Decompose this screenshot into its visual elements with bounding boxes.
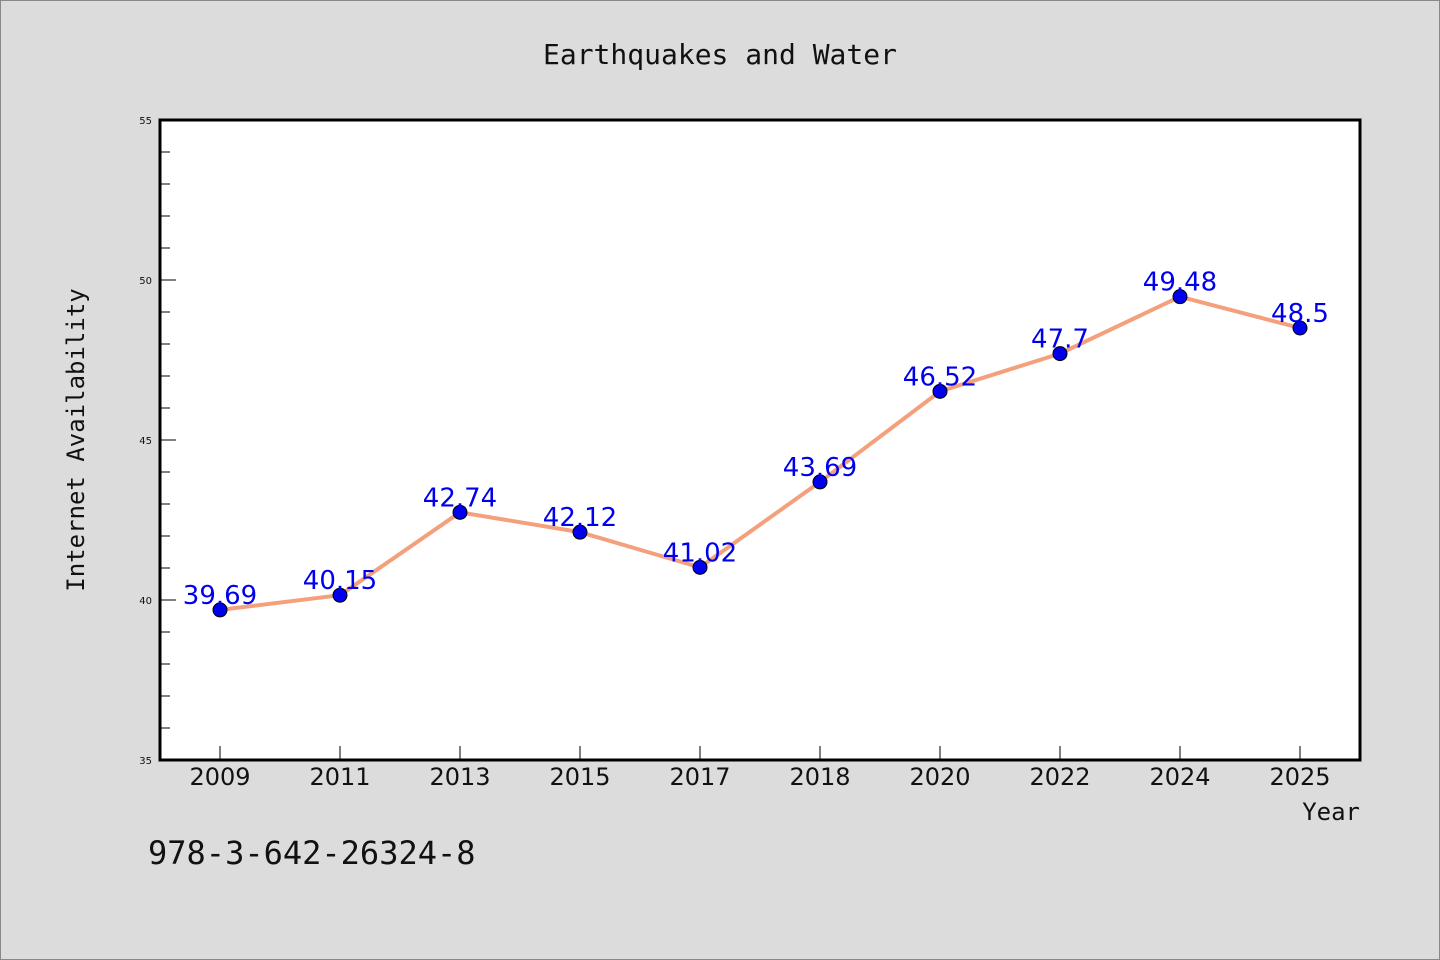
data-labels-group: 39.69 40.15 42.74 42.12 41.02 43.69 46.52 47.7 4… (183, 268, 1329, 611)
data-point (1292, 320, 1308, 336)
x-tick-label: 2022 (1029, 763, 1090, 791)
data-point (932, 383, 948, 399)
data-point (452, 504, 468, 520)
x-tick-label: 2013 (429, 763, 490, 791)
x-tick-label: 2015 (549, 763, 610, 791)
series-markers-group (212, 289, 1308, 618)
data-point (212, 602, 228, 618)
data-point (572, 524, 588, 540)
data-label: 42.12 (543, 503, 617, 533)
y-tick-label: 55 (139, 116, 152, 127)
series-line (218, 294, 1302, 612)
x-tick-label: 2017 (669, 763, 730, 791)
x-tick-label: 2020 (909, 763, 970, 791)
y-tick-label: 35 (139, 756, 152, 767)
data-label: 40.15 (303, 566, 377, 596)
y-tick-label: 40 (139, 596, 152, 607)
data-label: 41.02 (663, 538, 737, 568)
x-tick-label: 2018 (789, 763, 850, 791)
x-tick-label: 2024 (1149, 763, 1210, 791)
data-point (812, 474, 828, 490)
data-label: 43.69 (783, 453, 857, 483)
data-point (1052, 346, 1068, 362)
x-tick-label: 2011 (309, 763, 370, 791)
chart-title: Earthquakes and Water (543, 38, 897, 71)
y-tick-label: 45 (139, 436, 152, 447)
data-label: 48.5 (1271, 299, 1329, 329)
data-label: 49.48 (1143, 268, 1217, 298)
x-axis-label: Year (1302, 798, 1360, 826)
data-label: 42.74 (423, 483, 497, 513)
x-axis-ticks: 2009 2011 2013 2015 2017 2018 2020 2022 2024 2025 (189, 746, 1331, 791)
data-label: 46.52 (903, 362, 977, 392)
data-label: 39.69 (183, 581, 257, 611)
data-point (1172, 289, 1188, 305)
x-tick-label: 2009 (189, 763, 250, 791)
y-axis-label: Internet Availability (62, 288, 90, 591)
plot-frame (158, 118, 1362, 762)
x-tick-label: 2025 (1269, 763, 1330, 791)
data-label: 47.7 (1031, 325, 1089, 355)
plot-area (160, 120, 1360, 760)
y-tick-label: 50 (139, 276, 152, 287)
data-point (692, 559, 708, 575)
footer-code: 978-3-642-26324-8 (148, 834, 476, 872)
data-point (332, 587, 348, 603)
series-line-group (218, 294, 1302, 612)
